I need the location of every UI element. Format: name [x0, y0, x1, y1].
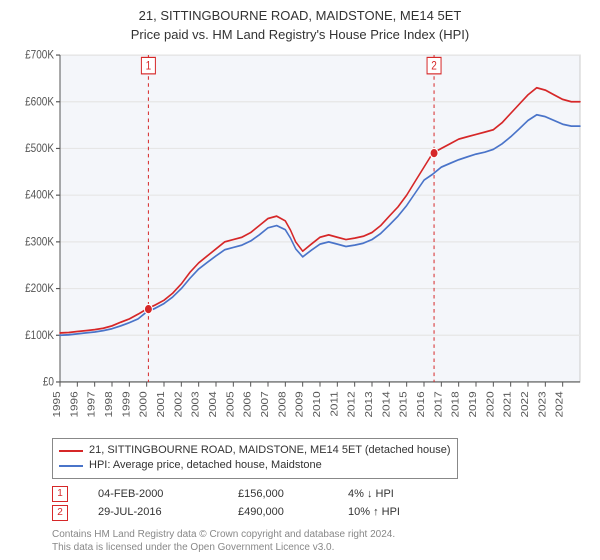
sales-row: 1 04-FEB-2000 £156,000 4% ↓ HPI	[52, 485, 588, 504]
y-tick-label: £500K	[25, 142, 55, 155]
sale-badge: 2	[52, 505, 68, 521]
x-tick-label: 2012	[346, 391, 357, 417]
x-tick-label: 2021	[502, 391, 513, 417]
sale-marker-badge-label: 2	[431, 60, 437, 73]
x-tick-label: 2007	[260, 391, 271, 417]
sale-pct: 10% ↑ HPI	[348, 503, 438, 522]
footer-line-2: This data is licensed under the Open Gov…	[52, 541, 588, 554]
x-tick-label: 2010	[312, 391, 323, 417]
x-tick-label: 2005	[225, 391, 236, 417]
sale-marker-dot	[144, 304, 152, 313]
line-chart: £0 £100K £200K £300K £400K £500K £600K £700K 199…	[12, 48, 588, 436]
legend: 21, SITTINGBOURNE ROAD, MAIDSTONE, ME14 …	[52, 438, 458, 479]
x-tick-label: 1996	[69, 391, 80, 417]
sales-table: 1 04-FEB-2000 £156,000 4% ↓ HPI 2 29-JUL-2016…	[52, 485, 588, 522]
footer-line-1: Contains HM Land Registry data © Crown c…	[52, 528, 588, 541]
x-tick-label: 2022	[520, 391, 531, 417]
x-tick-label: 2020	[485, 391, 496, 417]
title-sub: Price paid vs. HM Land Registry's House …	[12, 27, 588, 44]
x-tick-label: 1999	[121, 391, 132, 417]
legend-label: 21, SITTINGBOURNE ROAD, MAIDSTONE, ME14 …	[89, 443, 451, 458]
x-tick-label: 2008	[277, 391, 288, 417]
x-tick-label: 2018	[450, 391, 461, 417]
x-tick-label: 2013	[364, 391, 375, 417]
x-tick-label: 2002	[173, 391, 184, 417]
y-tick-label: £400K	[25, 189, 55, 202]
y-tick-label: £100K	[25, 329, 55, 342]
x-tick-label: 2009	[294, 391, 305, 417]
footer: Contains HM Land Registry data © Crown c…	[52, 528, 588, 554]
x-tick-label: 2023	[537, 391, 548, 417]
x-tick-label: 2015	[398, 391, 409, 417]
legend-swatch	[59, 450, 83, 452]
y-tick-label: £0	[43, 376, 54, 389]
sale-marker-dot	[430, 148, 438, 157]
x-tick-label: 2001	[156, 391, 167, 417]
x-tick-label: 2006	[242, 391, 253, 417]
chart-area: £0 £100K £200K £300K £400K £500K £600K £700K 199…	[12, 48, 588, 436]
sale-pct: 4% ↓ HPI	[348, 485, 438, 504]
legend-swatch	[59, 465, 83, 467]
sale-badge: 1	[52, 486, 68, 502]
sale-price: £156,000	[238, 485, 318, 504]
x-tick-label: 2016	[416, 391, 427, 417]
y-tick-label: £600K	[25, 95, 55, 108]
sale-marker-badge-label: 1	[146, 60, 152, 73]
x-tick-label: 1998	[104, 391, 115, 417]
x-tick-label: 2019	[468, 391, 479, 417]
sale-date: 29-JUL-2016	[98, 503, 208, 522]
x-tick-label: 1995	[52, 391, 63, 417]
sales-row: 2 29-JUL-2016 £490,000 10% ↑ HPI	[52, 503, 588, 522]
chart-titles: 21, SITTINGBOURNE ROAD, MAIDSTONE, ME14 …	[12, 8, 588, 44]
x-tick-label: 1997	[86, 391, 97, 417]
sale-price: £490,000	[238, 503, 318, 522]
y-tick-label: £200K	[25, 282, 55, 295]
legend-label: HPI: Average price, detached house, Maid…	[89, 458, 322, 473]
title-main: 21, SITTINGBOURNE ROAD, MAIDSTONE, ME14 …	[12, 8, 588, 25]
y-tick-label: £300K	[25, 235, 55, 248]
sale-date: 04-FEB-2000	[98, 485, 208, 504]
y-tick-label: £700K	[25, 49, 55, 62]
plot-background	[60, 55, 580, 382]
x-tick-label: 2004	[208, 391, 219, 417]
x-tick-label: 2014	[381, 391, 392, 417]
legend-item: HPI: Average price, detached house, Maid…	[59, 458, 451, 473]
x-tick-label: 2003	[190, 391, 201, 417]
x-tick-label: 2024	[554, 391, 565, 417]
x-tick-label: 2000	[138, 391, 149, 417]
legend-item: 21, SITTINGBOURNE ROAD, MAIDSTONE, ME14 …	[59, 443, 451, 458]
x-tick-label: 2011	[329, 391, 340, 416]
x-tick-label: 2017	[433, 391, 444, 417]
